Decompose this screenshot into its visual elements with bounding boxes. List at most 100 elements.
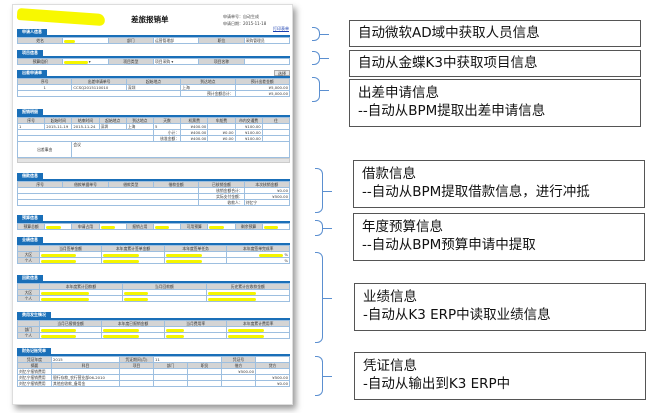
brace-icon: [315, 220, 332, 236]
print-form-link[interactable]: 打印表单: [273, 26, 289, 31]
reason-field[interactable]: 会议: [71, 141, 290, 158]
table-cell: [38, 257, 103, 264]
name-field[interactable]: [62, 37, 109, 44]
apply-date: 申请日期：2015-11-18: [223, 21, 267, 26]
table-cell: 其他应收款_备用金: [51, 380, 120, 387]
project-name-field[interactable]: [243, 58, 291, 65]
annotation-voucher: 凭证信息 -自动从输出到K3 ERP中: [354, 352, 646, 400]
brace-icon: [312, 51, 329, 65]
table-cell: 刘忆宁: [243, 199, 291, 206]
table-row: 预算组织 ▾ 项目类型 项目采购 ▾ 项目名称: [16, 58, 291, 65]
table-cell: 剩余预算: [234, 223, 263, 230]
table-cell: [101, 332, 165, 339]
brace-icon: [315, 168, 332, 213]
annotation-budget: 年度预算信息 --自动从BPM预算申请中提取: [353, 213, 645, 261]
table-cell: 报销占用: [125, 223, 154, 230]
table-row: 收款人： 刘忆宁: [16, 199, 291, 206]
table-cell: [207, 223, 236, 230]
trip-apply-section: 出差申请单 选择 序号 出差申请单号 起始地点 到达地点 预计出差金额 1 CCSQ201…: [16, 70, 291, 97]
table-row: 姓名 部门 运营管理部 职位 采购管理员: [16, 37, 291, 44]
table-cell: %: [226, 257, 290, 264]
table-cell: 个人: [17, 257, 40, 264]
table-cell: 申请占用: [71, 223, 100, 230]
table-cell: [163, 332, 228, 339]
table-row: 刘忆宁报销费用 其他应收款_备用金 ¥0.00: [17, 380, 290, 387]
dept-field[interactable]: 运营管理部: [152, 37, 200, 44]
table-cell: [163, 257, 228, 264]
table-cell: [153, 380, 188, 387]
annotation-k3-project: 自动从金蝶K3中获取项目信息: [349, 50, 641, 77]
table-cell: 2015-11-19: [44, 123, 73, 130]
section-tab: 业绩信息: [17, 237, 43, 243]
section-tab: 借款信息: [17, 173, 43, 179]
table-cell: [16, 90, 182, 97]
section-tab: 财务记账凭单: [17, 348, 51, 354]
brace-icon: [312, 27, 329, 41]
table-row: 预算总额 申请占用 报销占用 可用预算 剩余预算: [16, 223, 291, 230]
table-cell: [221, 380, 256, 387]
project-type-select[interactable]: 项目采购 ▾: [152, 58, 200, 65]
annotation-ad: 自动微软AD域中获取人员信息: [349, 20, 641, 47]
table-row: 出差事由 会议: [16, 141, 290, 158]
select-button[interactable]: 选择: [274, 70, 290, 76]
budget-org-label: 预算组织: [16, 58, 64, 65]
position-field[interactable]: 采购管理员: [243, 37, 291, 44]
project-name-label: 项目名称: [198, 58, 245, 65]
total-label: 预计金额总计：: [180, 90, 236, 97]
section-tab: 项目信息: [17, 50, 43, 56]
table-cell: 刘忆宁报销费用: [17, 380, 52, 387]
voucher-section: 财务记账凭单 凭证年度 2015 凭证期间(月) 11 凭证号 摘要 科目 项目 部门 职员 借方…: [17, 348, 290, 387]
table-row: 当月已报销金额 本年度已报销金额 当月费用率 本年度累计费用率: [17, 320, 290, 327]
horizontal-scrollbar[interactable]: [17, 158, 290, 163]
table-cell: 收款人：: [198, 199, 245, 206]
expense-form: 差旅报销单 申请单号：自动生成 申请日期：2015-11-18 打印表单 申请人…: [12, 4, 293, 405]
budget-section: 预算信息 预算总额 申请占用 报销占用 可用预算 剩余预算: [16, 215, 291, 230]
table-row: 当月签单金额 本年度累计签单金额 本年度签单任务 本年度签单完成率: [17, 245, 290, 252]
project-type-label: 项目类型: [107, 58, 154, 65]
table-row: 凭证年度 2015 凭证期间(月) 11 凭证号: [17, 356, 290, 363]
loan-section: 借款信息 序号 借款单据单号 借款类型 借款金额 已核销金额 本次核销金额 核销金额合计：…: [16, 173, 291, 206]
applicant-section: 申请人信息 姓名 部门 运营管理部 职位 采购管理员: [16, 29, 291, 44]
section-tab: 申请人信息: [17, 29, 47, 35]
form-meta: 申请单号：自动生成 申请日期：2015-11-18: [223, 13, 266, 27]
table-cell: [119, 380, 154, 387]
table-row: 个人: [17, 332, 290, 339]
table-cell: [205, 295, 291, 302]
table-cell: [122, 295, 207, 302]
table-row: 序号 起始时间 结束时间 起始地点 到达地点 天数 机票费 车船费 市内交通费住: [16, 117, 291, 124]
table-cell: [44, 223, 73, 230]
table-cell: 2015-11-24: [71, 123, 100, 130]
dept-label: 部门: [107, 37, 154, 44]
table-cell: 预算总额: [16, 223, 46, 230]
annotation-trip-apply: 出差申请信息 --自动从BPM提取出差申请信息: [349, 79, 641, 127]
section-tab: 预算信息: [17, 215, 43, 221]
table-cell: [16, 199, 200, 206]
table-row: 个人%: [17, 257, 290, 264]
section-tab: 出差申请单: [17, 70, 47, 76]
table-cell: [187, 380, 222, 387]
project-section: 项目信息 预算组织 ▾ 项目类型 项目采购 ▾ 项目名称: [16, 50, 291, 65]
table-cell: [226, 332, 290, 339]
table-row: 个人: [17, 295, 291, 302]
annotation-loan: 借款信息 --自动从BPM提取借款信息，进行冲抵: [353, 160, 645, 208]
position-label: 职位: [198, 37, 245, 44]
annotation-performance: 业绩信息 -自动从K3 ERP中读取业绩信息: [354, 283, 646, 331]
reason-label: 出差事由: [16, 141, 73, 158]
table-row: 序号 出差申请单号 起始地点 到达地点 预计出差金额: [16, 78, 291, 85]
brace-icon: [315, 356, 332, 396]
table-cell: [38, 295, 124, 302]
section-tab: 报销明细: [17, 109, 43, 115]
apply-no: 申请单号：自动生成: [223, 14, 259, 19]
redacted-logo: [16, 7, 106, 27]
table-cell: [38, 332, 103, 339]
table-row: 预计金额总计： ¥5,000.00: [16, 90, 291, 97]
table-cell: [98, 223, 127, 230]
brace-icon: [312, 77, 329, 102]
table-cell: 可用预算: [180, 223, 209, 230]
section-tab: 回款信息: [17, 275, 43, 281]
budget-org-select[interactable]: ▾: [62, 58, 109, 65]
cost-section: 费用发生情况 当月已报销金额 本年度已报销金额 当月费用率 本年度累计费用率 部门 个…: [17, 312, 290, 339]
form-title: 差旅报销单: [131, 15, 169, 24]
total-value: ¥5,000.00: [234, 90, 291, 97]
table-cell: [101, 257, 165, 264]
